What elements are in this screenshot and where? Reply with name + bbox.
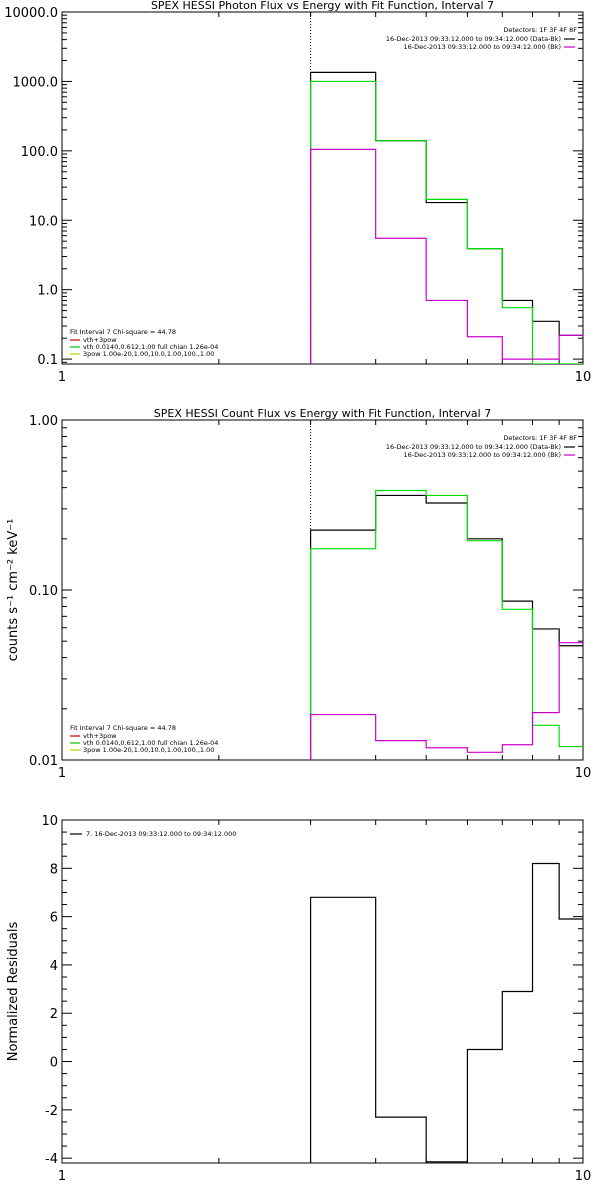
legend-bottom-left: Fit Interval 7 Chi-square = 44.78vth+3po… <box>70 724 218 754</box>
legend-entry-label: 3pow 1.00e-20,1.00,10.0,1.00,100.,1.00 <box>83 350 214 358</box>
legend-header: Detectors: 1F 3F 4F 8F <box>503 26 577 34</box>
chart-title: SPEX HESSI Count Flux vs Energy with Fit… <box>154 407 491 420</box>
series-1-line <box>309 494 583 760</box>
y-tick-label: 2 <box>50 1007 58 1022</box>
legend-entry-label: vth+3pow <box>83 336 117 344</box>
series-3-line <box>309 642 583 760</box>
data-area <box>309 12 583 364</box>
legend-entry-label: 7. 16-Dec-2013 09:33:12.000 to 09:34:12.… <box>86 830 236 838</box>
y-tick-label: 4 <box>50 959 58 974</box>
plot-frame <box>61 11 584 365</box>
legend-header: Fit Interval 7 Chi-square = 44.78 <box>70 724 176 732</box>
series-3-line <box>309 148 583 364</box>
chart-title: SPEX HESSI Photon Flux vs Energy with Fi… <box>151 0 494 12</box>
series-1-line <box>309 862 583 1163</box>
plot-frame <box>61 419 584 761</box>
y-tick-label: -4 <box>45 1152 58 1167</box>
y-tick-label: 10000.0 <box>4 6 58 21</box>
series-1-line <box>309 71 583 364</box>
legend-entry-label: 16-Dec-2013 09:33:12.000 to 09:34:12.000… <box>386 35 561 43</box>
legend-entry-label: vth 0.0140,0.612,1.00 full chian 1.26e-0… <box>83 739 218 747</box>
x-tick-label: 10 <box>575 766 592 781</box>
x-tick-label: 10 <box>575 370 592 385</box>
y-tick-label: 1000.0 <box>13 75 59 90</box>
x-tick-label: 1 <box>58 766 66 781</box>
y-tick-label: 10 <box>41 814 58 829</box>
series-2-line <box>309 489 583 760</box>
y-tick-label: 100.0 <box>21 145 58 160</box>
legend-header: Detectors: 1F 3F 4F 8F <box>503 434 577 442</box>
legend-entry-label: 3pow 1.00e-20,1.00,10.0,1.00,100.,1.00 <box>83 746 214 754</box>
y-tick-label: 1.00 <box>29 414 58 429</box>
legend-header: Fit Interval 7 Chi-square = 44.78 <box>70 328 176 336</box>
y-tick-label: 8 <box>50 862 58 877</box>
legend-entry-label: vth+3pow <box>83 732 117 740</box>
y-tick-label: -2 <box>45 1104 58 1119</box>
x-tick-label: 10 <box>575 1169 592 1184</box>
legend-bottom-left: Fit Interval 7 Chi-square = 44.78vth+3po… <box>70 328 218 358</box>
plot-frame <box>61 819 584 1164</box>
x-tick-label: 1 <box>58 370 66 385</box>
y-tick-label: 0 <box>50 1056 58 1071</box>
y-tick-label: 10.0 <box>29 214 58 229</box>
y-tick-label: 1.0 <box>37 284 58 299</box>
chart-panel-3: 1 10 -4 -2 0 2 4 6 8 10 Normalized Residuals 7. 16-… <box>6 814 591 1184</box>
legend-entry-label: vth 0.0140,0.612,1.00 full chian 1.26e-0… <box>83 343 218 351</box>
series-2-line <box>309 80 583 364</box>
legend-entry-label: 16-Dec-2013 09:33:12.000 to 09:34:12.000… <box>404 43 562 51</box>
x-tick-label: 1 <box>58 1169 66 1184</box>
y-tick-label: 0.10 <box>29 584 58 599</box>
data-area <box>309 420 583 760</box>
y-axis-label: Normalized Residuals <box>6 922 21 1062</box>
y-axis-label: counts s⁻¹ cm⁻² keV⁻¹ <box>6 519 21 662</box>
chart-panel-1: SPEX HESSI Photon Flux vs Energy with Fi… <box>4 0 591 385</box>
y-tick-label: 0.1 <box>37 353 58 368</box>
legend-entry-label: 16-Dec-2013 09:33:12.000 to 09:34:12.000… <box>386 443 561 451</box>
y-tick-label: 0.01 <box>29 754 58 769</box>
legend-top-left: 7. 16-Dec-2013 09:33:12.000 to 09:34:12.… <box>70 830 236 838</box>
chart-panel-2: SPEX HESSI Count Flux vs Energy with Fit… <box>6 407 591 781</box>
legend-entry-label: 16-Dec-2013 09:33:12.000 to 09:34:12.000… <box>404 451 562 459</box>
data-area <box>309 862 583 1163</box>
y-tick-label: 6 <box>50 911 58 926</box>
